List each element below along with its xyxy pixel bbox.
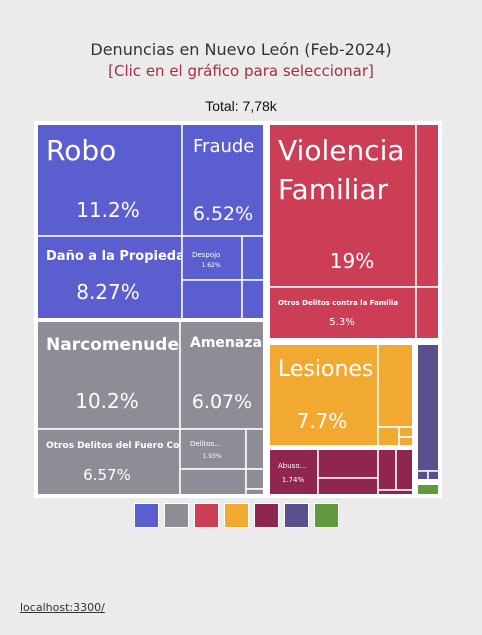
tile-maroon-small-3[interactable] xyxy=(377,447,397,491)
tile-otros-fuero-comun[interactable] xyxy=(35,428,181,497)
tile-blue-small-2[interactable] xyxy=(181,279,243,321)
label-despojo: Despojo xyxy=(192,251,220,259)
tile-maroon-small-2[interactable] xyxy=(317,477,379,497)
pct-otros-fuero-comun: 6.57% xyxy=(83,466,131,484)
pct-dano-propiedad: 8.27% xyxy=(76,280,140,304)
legend-swatch-orange[interactable] xyxy=(224,503,249,528)
label-violencia-familiar-1: Violencia xyxy=(278,134,405,167)
footer-url[interactable]: localhost:3300/ xyxy=(20,601,105,614)
pct-lesiones: 7.7% xyxy=(297,409,348,433)
label-violencia-familiar-2: Familiar xyxy=(278,173,388,206)
pct-otros-familia: 5.3% xyxy=(329,317,354,328)
tile-green[interactable] xyxy=(415,482,441,497)
label-delitos: Delitos... xyxy=(190,440,221,448)
tile-maroon-small-5[interactable] xyxy=(377,489,415,497)
tile-purple-1[interactable] xyxy=(415,342,441,472)
label-robo: Robo xyxy=(46,134,116,167)
pct-abuso: 1.74% xyxy=(282,476,305,484)
label-abuso: Abuso... xyxy=(278,462,306,470)
tile-red-small-1[interactable] xyxy=(415,122,441,288)
color-legend xyxy=(134,503,339,528)
tile-maroon-small-4[interactable] xyxy=(395,447,415,491)
label-dano-propiedad: Daño a la Propiedad xyxy=(46,249,194,264)
tile-orange-small-3[interactable] xyxy=(398,426,415,438)
label-otros-fuero-comun: Otros Delitos del Fuero Común xyxy=(46,441,202,451)
chart-subtitle: [Clic en el gráfico para seleccionar] xyxy=(108,62,374,80)
tile-purple-3[interactable] xyxy=(427,470,441,482)
legend-swatch-gray[interactable] xyxy=(164,503,189,528)
tile-otros-familia[interactable] xyxy=(267,286,417,341)
tile-gray-small-3[interactable] xyxy=(245,468,266,490)
pct-delitos: 1.93% xyxy=(202,453,221,460)
legend-swatch-purple[interactable] xyxy=(284,503,309,528)
legend-swatch-green[interactable] xyxy=(314,503,339,528)
legend-swatch-blue[interactable] xyxy=(134,503,159,528)
label-otros-familia: Otros Delitos contra la Familia xyxy=(278,299,398,307)
pct-robo: 11.2% xyxy=(76,198,140,222)
tile-gray-small-4[interactable] xyxy=(245,488,266,497)
legend-swatch-maroon[interactable] xyxy=(254,503,279,528)
tile-delitos[interactable] xyxy=(179,428,247,470)
pct-fraude: 6.52% xyxy=(193,203,253,225)
label-amenazas: Amenazas xyxy=(190,335,270,351)
tile-orange-small-2[interactable] xyxy=(377,426,400,448)
tile-blue-small-3[interactable] xyxy=(241,279,266,321)
label-lesiones: Lesiones xyxy=(278,357,373,382)
pct-despojo: 1.62% xyxy=(201,262,220,269)
pct-narcomenudeo: 10.2% xyxy=(75,389,139,413)
tile-maroon-small-1[interactable] xyxy=(317,447,379,479)
total-label: Total: 7,78k xyxy=(205,98,277,114)
pct-amenazas: 6.07% xyxy=(192,391,252,413)
tile-red-small-2[interactable] xyxy=(415,286,441,341)
legend-swatch-red[interactable] xyxy=(194,503,219,528)
pct-violencia-familiar: 19% xyxy=(330,249,374,273)
tile-gray-small-1[interactable] xyxy=(245,428,266,470)
chart-title: Denuncias en Nuevo León (Feb-2024) xyxy=(90,40,392,59)
tile-orange-small-4[interactable] xyxy=(398,436,415,448)
tile-gray-small-2[interactable] xyxy=(179,468,247,497)
tile-orange-small-1[interactable] xyxy=(377,342,415,428)
tile-purple-2[interactable] xyxy=(415,470,429,482)
tile-blue-small-1[interactable] xyxy=(241,235,266,281)
label-fraude: Fraude xyxy=(193,136,254,157)
label-narcomenudeo: Narcomenudeo xyxy=(46,335,191,355)
tile-abuso[interactable] xyxy=(267,447,319,497)
